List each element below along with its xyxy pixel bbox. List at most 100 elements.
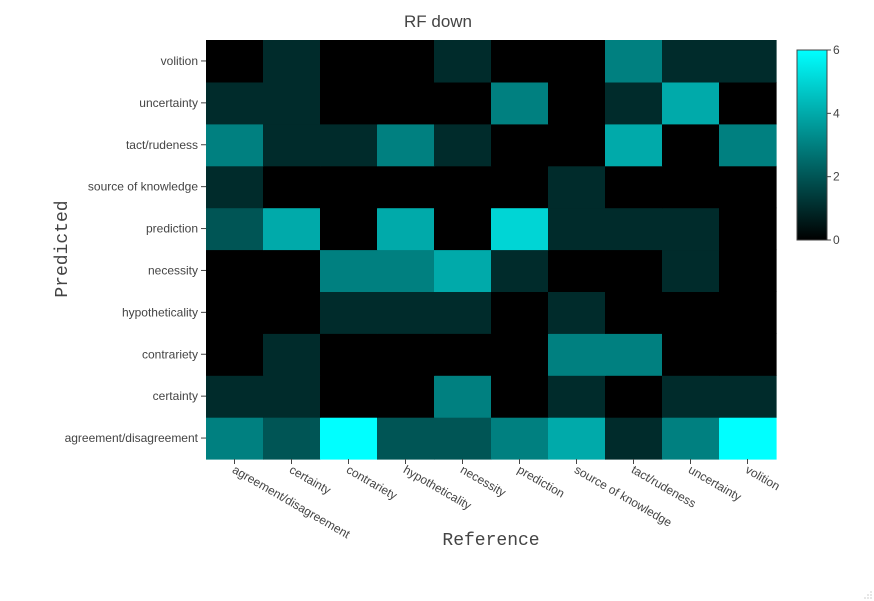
heatmap-cell <box>434 417 492 460</box>
y-tick-label: uncertainty <box>139 96 198 110</box>
heatmap-cell <box>605 123 663 167</box>
heatmap-cell <box>491 291 549 334</box>
heatmap-cell <box>719 291 777 334</box>
heatmap-cell <box>434 375 492 418</box>
heatmap-cell <box>377 207 435 251</box>
colorbar-tick-label: 6 <box>833 43 840 57</box>
heatmap-cell <box>719 375 777 418</box>
y-tick-label: contrariety <box>142 347 198 361</box>
resize-grip-icon[interactable] <box>864 591 872 599</box>
heatmap-cell <box>548 123 606 167</box>
heatmap-cell <box>662 417 720 460</box>
y-tick-label: tact/rudeness <box>126 138 198 152</box>
heatmap-cell <box>320 40 378 83</box>
y-axis-ticks: agreement/disagreement certainty contrarie… <box>65 54 206 445</box>
heatmap-cell <box>263 417 321 460</box>
heatmap-cell <box>662 40 720 83</box>
heatmap-cell <box>491 207 549 251</box>
heatmap-cell <box>434 249 492 292</box>
heatmap-cell <box>206 291 264 334</box>
heatmap-cell <box>719 249 777 292</box>
heatmap-cell <box>377 123 435 167</box>
y-tick-label: certainty <box>153 389 198 403</box>
colorbar-gradient <box>796 49 828 241</box>
heatmap-cell <box>206 123 264 167</box>
colorbar-tick-label: 0 <box>833 233 840 247</box>
heatmap-cell <box>605 207 663 251</box>
heatmap-cell <box>548 417 606 460</box>
heatmap-cell <box>434 207 492 251</box>
heatmap-cells <box>206 40 777 460</box>
heatmap-cell <box>491 249 549 292</box>
heatmap-cell <box>206 249 264 292</box>
heatmap-cell <box>662 291 720 334</box>
heatmap-cell <box>662 375 720 418</box>
y-tick-label: hypotheticality <box>122 305 198 319</box>
heatmap-cell <box>263 123 321 167</box>
heatmap-cell <box>434 40 492 83</box>
heatmap-cell <box>434 123 492 167</box>
x-tick-label: contrariety <box>344 462 400 502</box>
heatmap-cell <box>434 81 492 125</box>
colorbar-tick-label: 2 <box>833 170 840 184</box>
y-tick-label: prediction <box>146 222 198 236</box>
heatmap-cell <box>263 249 321 292</box>
heatmap-cell <box>548 40 606 83</box>
heatmap-cell <box>206 417 264 460</box>
heatmap-cell <box>548 333 606 376</box>
heatmap-cell <box>605 165 663 209</box>
heatmap-cell <box>719 81 777 125</box>
heatmap-cell <box>605 333 663 376</box>
heatmap-cell <box>719 40 777 83</box>
heatmap-cell <box>491 375 549 418</box>
x-axis-title: Reference <box>442 531 539 551</box>
heatmap-cell <box>719 165 777 209</box>
heatmap-cell <box>206 81 264 125</box>
heatmap-cell <box>263 375 321 418</box>
heatmap-cell <box>206 207 264 251</box>
heatmap-cell <box>605 417 663 460</box>
heatmap-cell <box>719 207 777 251</box>
heatmap-cell <box>662 165 720 209</box>
heatmap-cell <box>605 375 663 418</box>
heatmap-cell <box>491 123 549 167</box>
heatmap-cell <box>491 165 549 209</box>
heatmap-cell <box>206 375 264 418</box>
heatmap-cell <box>548 165 606 209</box>
y-axis-title: Predicted <box>53 200 73 297</box>
x-tick-label: source of knowledge <box>572 462 675 529</box>
heatmap-cell <box>719 417 777 460</box>
heatmap-cell <box>263 207 321 251</box>
heatmap-cell <box>491 333 549 376</box>
colorbar-tick-label: 4 <box>833 106 840 120</box>
heatmap-cell <box>377 165 435 209</box>
chart-title: RF down <box>404 12 472 31</box>
heatmap-cell <box>206 165 264 209</box>
heatmap-cell <box>377 249 435 292</box>
heatmap-cell <box>605 291 663 334</box>
y-tick-label: agreement/disagreement <box>65 431 199 445</box>
heatmap-cell <box>662 123 720 167</box>
y-tick-label: necessity <box>148 263 198 277</box>
heatmap-cell <box>377 375 435 418</box>
heatmap-cell <box>263 165 321 209</box>
heatmap-cell <box>548 291 606 334</box>
heatmap-cell <box>605 249 663 292</box>
colorbar: 0 2 4 6 <box>796 43 840 247</box>
heatmap-cell <box>263 40 321 83</box>
x-tick-label: certainty <box>287 462 333 497</box>
heatmap-cell <box>263 291 321 334</box>
heatmap-cell <box>491 40 549 83</box>
heatmap-cell <box>377 291 435 334</box>
y-tick-label: volition <box>161 54 198 68</box>
heatmap-cell <box>548 375 606 418</box>
heatmap-cell <box>662 333 720 376</box>
heatmap-cell <box>605 81 663 125</box>
heatmap-cell <box>662 249 720 292</box>
heatmap-cell <box>548 81 606 125</box>
heatmap-cell <box>662 207 720 251</box>
colorbar-ticks: 0 2 4 6 <box>827 43 840 247</box>
heatmap-cell <box>206 333 264 376</box>
heatmap-cell <box>491 81 549 125</box>
